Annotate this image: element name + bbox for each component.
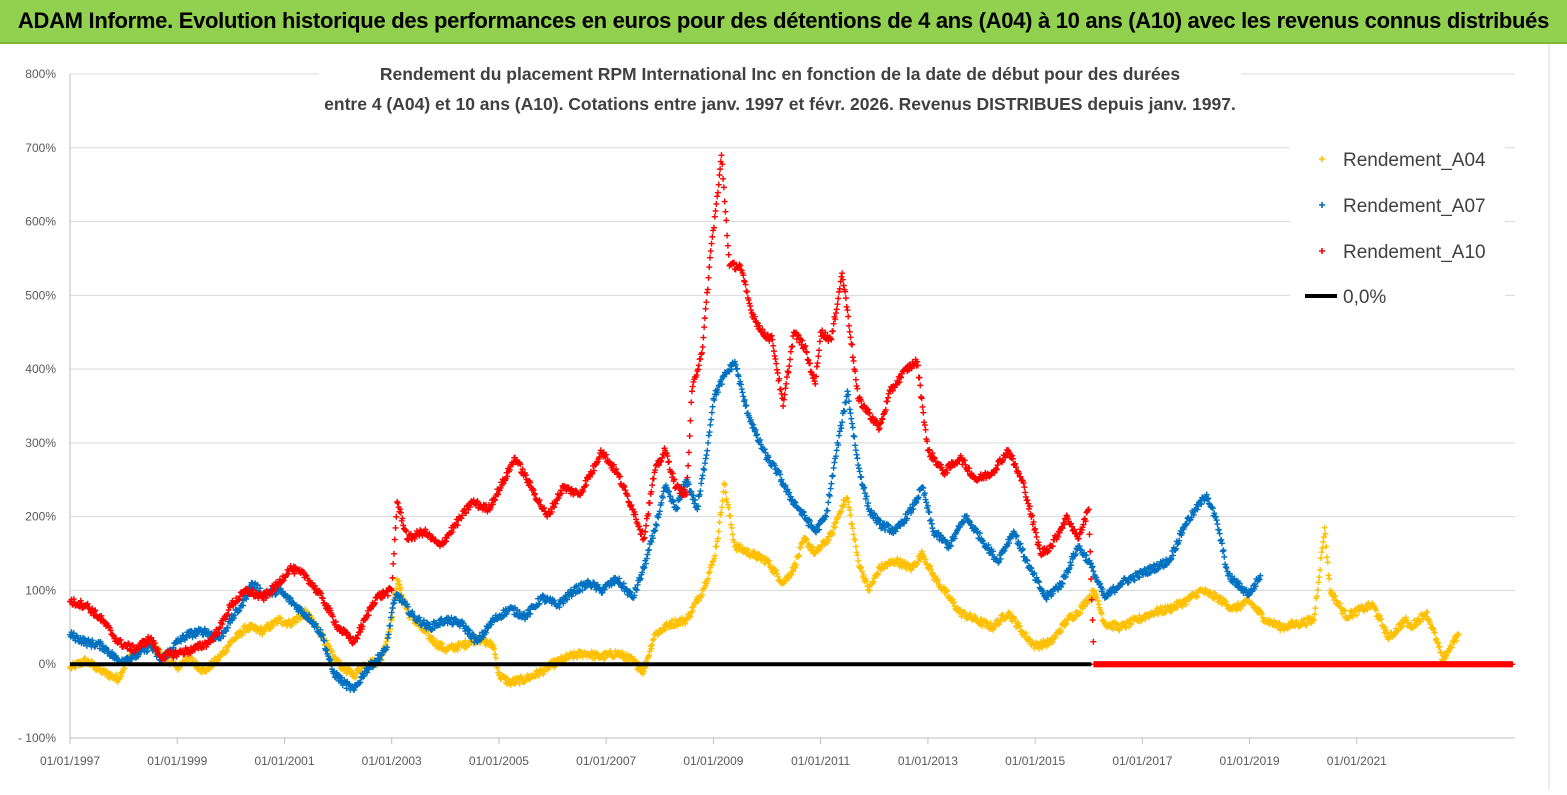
y-tick-label: - 100% [18, 731, 56, 745]
x-tick-label: 01/01/2019 [1220, 754, 1280, 768]
x-tick-label: 01/01/2005 [469, 754, 529, 768]
y-tick-label: 200% [25, 510, 56, 524]
chart-area: - 100% 0% 100% 200% 300% 400% 500% 600% 700% 800%… [0, 44, 1567, 790]
x-tick-label: 01/01/2013 [898, 754, 958, 768]
x-tick-label: 01/01/2015 [1005, 754, 1065, 768]
y-tick-label: 0% [39, 657, 57, 671]
y-tick-label: 700% [25, 141, 56, 155]
x-tick-label: 01/01/2001 [254, 754, 314, 768]
y-tick-label: 600% [25, 215, 56, 229]
x-tick-label: 01/01/1997 [40, 754, 100, 768]
banner-title: ADAM Informe. Evolution historique des p… [0, 0, 1567, 44]
y-tick-label: 300% [25, 436, 56, 450]
x-tick-label: 01/01/2017 [1112, 754, 1172, 768]
chart-svg: - 100% 0% 100% 200% 300% 400% 500% 600% 700% 800%… [0, 44, 1567, 790]
y-tick-label: 800% [25, 67, 56, 81]
y-tick-label: 400% [25, 362, 56, 376]
x-tick-label: 01/01/2009 [683, 754, 743, 768]
x-tick-label: 01/01/2021 [1327, 754, 1387, 768]
x-tick-label: 01/01/2003 [362, 754, 422, 768]
x-tick-label: 01/01/1999 [147, 754, 207, 768]
x-tick-label: 01/01/2011 [791, 754, 850, 768]
y-tick-label: 500% [25, 288, 56, 302]
y-tick-label: 100% [25, 583, 56, 597]
x-tick-label: 01/01/2007 [576, 754, 636, 768]
